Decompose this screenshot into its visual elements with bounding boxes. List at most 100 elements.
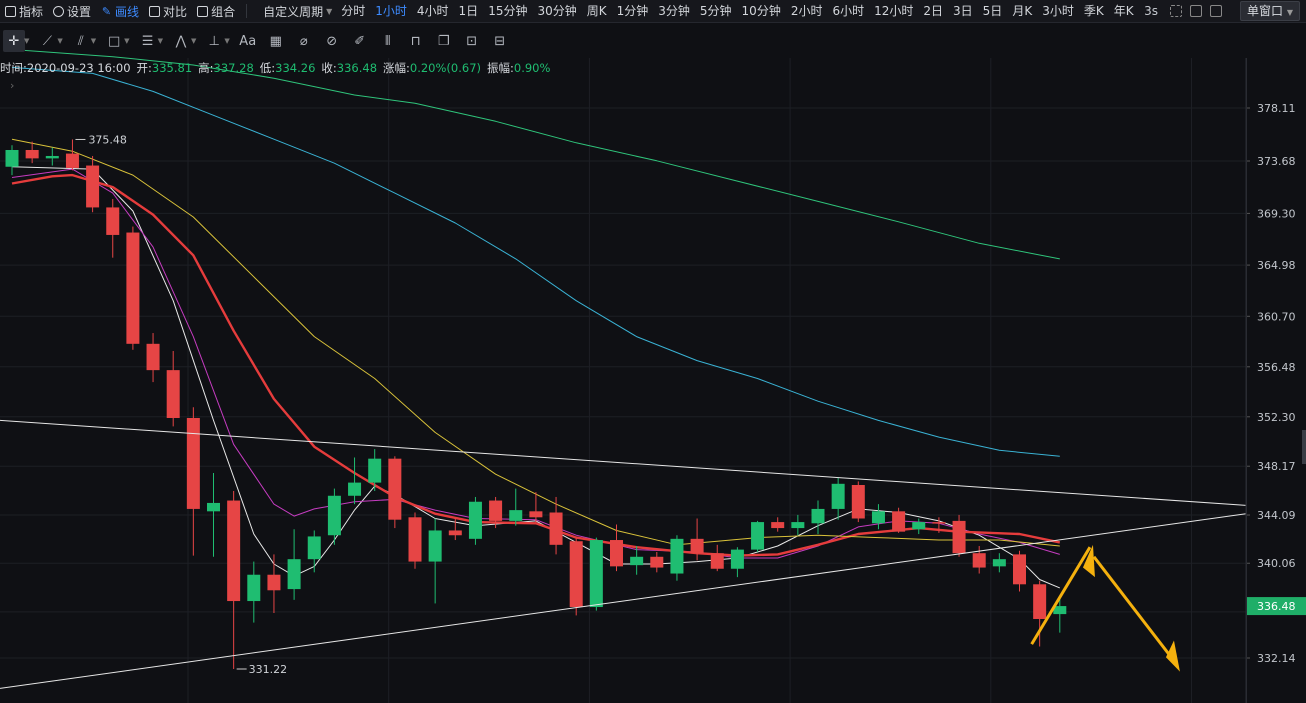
trend-line-icon: ⟋ [42,33,52,49]
channel-tool[interactable]: ⫽ [70,30,92,52]
text-tool[interactable]: Aa [237,30,259,52]
chevron-down-icon: ▼ [326,6,333,16]
candle-body [287,559,301,590]
period-tab[interactable]: 12小时 [874,4,914,18]
custom-period-dropdown[interactable]: 自定义周期 ▼ [253,0,336,22]
compare-button[interactable]: 对比 [144,0,192,22]
horizontal-lines-icon: ☰ [141,33,154,49]
forecast-arrow-up [1030,546,1092,645]
indicator-button[interactable]: 指标 [0,0,48,22]
candle-body [892,511,906,532]
candle-body [408,517,422,562]
high-label: 高: [198,61,214,75]
price-tick-label: 378.11 [1257,102,1296,115]
eraser-tool[interactable]: ⌀ [293,30,315,52]
period-tab[interactable]: 5日 [982,4,1003,18]
expand-icon[interactable] [1190,5,1202,17]
arrow-head-down [1165,640,1180,672]
change-value: 0.20%(0.67) [409,61,482,75]
refresh-rate[interactable]: 3s [1144,4,1158,18]
chevron-down-icon: ▼ [190,37,197,45]
period-tab[interactable]: 4小时 [416,4,449,18]
crosshair-tool[interactable]: ✛ [3,30,25,52]
candle-body [791,522,805,529]
period-tab[interactable]: 2日 [923,4,944,18]
draw-button[interactable]: ✎ 画线 [96,0,144,22]
candle-body [247,574,261,602]
period-tab[interactable]: 1日 [458,4,479,18]
trend-line-tool[interactable]: ⟋ [36,30,58,52]
lock-tool[interactable]: ⊓ [405,30,427,52]
candle-body [5,149,19,167]
candle-body [932,522,946,524]
low-label: 低: [259,61,276,75]
settings-button[interactable]: 设置 [48,0,96,22]
candle-body [871,511,885,524]
pattern-icon: ⋀ [175,33,187,49]
period-tab[interactable]: 1小时 [375,4,407,18]
candle-body [730,549,744,569]
candle-body [348,482,362,496]
period-tab[interactable]: 季K [1083,4,1104,18]
channel-icon: ⫽ [77,33,84,49]
price-tick-label: 369.30 [1257,207,1296,220]
period-tab[interactable]: 分时 [341,4,366,18]
candle-body [992,559,1006,567]
settings-tool[interactable]: ⊡ [461,30,483,52]
chevron-down-icon: ▼ [224,37,230,45]
period-tab[interactable]: 周K [586,4,607,18]
camera-icon[interactable] [1210,5,1222,17]
change-label: 涨幅: [383,61,410,75]
chart-indicator-icon [5,5,16,17]
measure-tool[interactable]: ⊥ [203,30,225,52]
candle-body [650,556,664,568]
fullscreen-icon[interactable] [1170,5,1182,17]
candle-body [529,511,543,518]
period-tab[interactable]: 3小时 [1042,4,1074,18]
ruler-icon: ⊘ [326,33,338,49]
brush-tool[interactable]: ✐ [349,30,371,52]
window-mode-select[interactable]: 单窗口 ▼ [1240,1,1300,21]
open-label: 开: [136,61,152,75]
moving-average-line [11,168,1060,559]
period-tab[interactable]: 3日 [953,4,973,18]
candle-body [1053,606,1067,615]
lock-icon: ⊓ [410,33,421,49]
pattern-tool[interactable]: ⋀ [170,30,192,52]
combine-button[interactable]: 组合 [192,0,240,22]
price-tick-label: 344.09 [1257,509,1296,522]
period-tab[interactable]: 年K [1113,4,1134,18]
delete-tool[interactable]: ⊟ [489,30,511,52]
rectangle-tool[interactable]: □ [103,30,125,52]
copy-tool[interactable]: ❐ [433,30,455,52]
period-tab[interactable]: 3分钟 [658,4,690,18]
copy-icon: ❐ [437,33,450,49]
price-tick-label: 340.06 [1257,557,1296,570]
period-tab[interactable]: 30分钟 [537,4,577,18]
chip-tool[interactable]: ⦀ [377,30,399,52]
candle-body [489,500,503,521]
moving-average-line [11,66,1060,457]
high-value: 337.28 [213,61,254,75]
horizontal-line-tool[interactable]: ☰ [137,30,159,52]
fibonacci-tool[interactable]: ▦ [265,30,287,52]
period-tab[interactable]: 2小时 [790,4,823,18]
amplitude-label: 振幅: [487,61,514,75]
gear-icon [53,5,65,17]
candle-body [267,574,281,591]
period-tab[interactable]: 5分钟 [699,4,732,18]
ruler-tool[interactable]: ⊘ [321,30,343,52]
period-tab[interactable]: 1分钟 [616,4,649,18]
period-tab[interactable]: 15分钟 [488,4,528,18]
period-tab[interactable]: 10分钟 [741,4,781,18]
draw-label: 画线 [115,4,140,19]
drawing-toolbar: ✛ ▼ ⟋ ▼ ⫽ ▼ □ ▼ ☰ ▼ ⋀ ▼ ⊥ ▼ Aa ▦ ⌀ ⊘ ✐ ⦀ ⊓ ❐ ⊡ … [0,26,1306,56]
period-tab[interactable]: 月K [1012,4,1033,18]
candle-body [106,207,120,235]
period-tab[interactable]: 6小时 [832,4,865,18]
resistance-trend-line [0,419,1247,506]
top-toolbar: 指标 设置 ✎ 画线 对比 组合 自定义周期 ▼ 分时 1小时 4小时 1日 15分钟 3… [0,0,1306,23]
open-value: 335.81 [151,61,193,75]
price-axis[interactable] [1246,58,1306,703]
